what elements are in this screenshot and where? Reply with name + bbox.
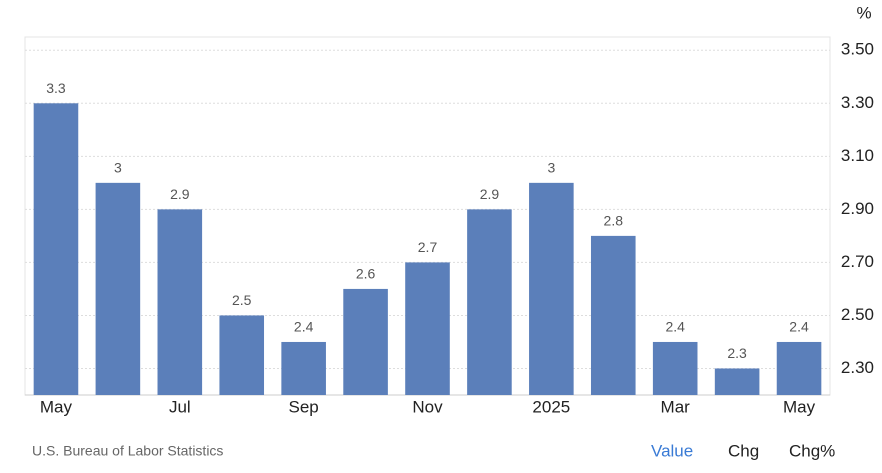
bar [467, 209, 512, 395]
y-tick-label: 2.50 [841, 305, 874, 324]
x-tick-label: May [40, 397, 73, 416]
x-tick-label: Mar [661, 397, 691, 416]
x-tick-label: 2025 [532, 397, 570, 416]
bar [776, 341, 822, 395]
bar [714, 368, 760, 395]
value-label: 3.3 [46, 80, 66, 96]
bar [157, 209, 203, 395]
value-label: 3 [114, 160, 122, 176]
value-label: 2.9 [480, 186, 500, 202]
x-tick-label: Jul [169, 397, 191, 416]
bar [405, 262, 450, 395]
y-tick-label: 2.30 [841, 358, 874, 377]
bar [343, 288, 388, 395]
bar [33, 103, 79, 395]
unit-label: % [856, 3, 871, 22]
bar [95, 182, 141, 395]
source: U.S. Bureau of Labor Statistics [32, 443, 223, 459]
value-label: 2.6 [356, 266, 376, 282]
y-tick-label: 3.50 [841, 40, 874, 59]
value-label: 2.4 [665, 319, 685, 335]
bar [590, 235, 636, 395]
tab[interactable]: Chg% [789, 441, 835, 460]
bar [219, 315, 265, 395]
bar [529, 182, 574, 395]
value-label: 2.5 [232, 292, 252, 308]
x-tick-label: Nov [412, 397, 443, 416]
value-label: 2.9 [170, 186, 190, 202]
y-tick-label: 2.90 [841, 199, 874, 218]
value-label: 2.8 [604, 213, 624, 229]
value-label: 3 [547, 160, 555, 176]
y-tick-label: 3.30 [841, 93, 874, 112]
tab[interactable]: Chg [728, 441, 759, 460]
y-tick-label: 3.10 [841, 146, 874, 165]
x-tick-label: May [783, 397, 816, 416]
tab[interactable]: Value [651, 441, 693, 460]
value-label: 2.4 [294, 319, 314, 335]
value-label: 2.3 [727, 345, 747, 361]
y-tick-label: 2.70 [841, 252, 874, 271]
bar [652, 341, 698, 395]
value-label: 2.7 [418, 239, 438, 255]
x-tick-label: Sep [289, 397, 319, 416]
value-label: 2.4 [789, 319, 809, 335]
bar [281, 341, 326, 395]
